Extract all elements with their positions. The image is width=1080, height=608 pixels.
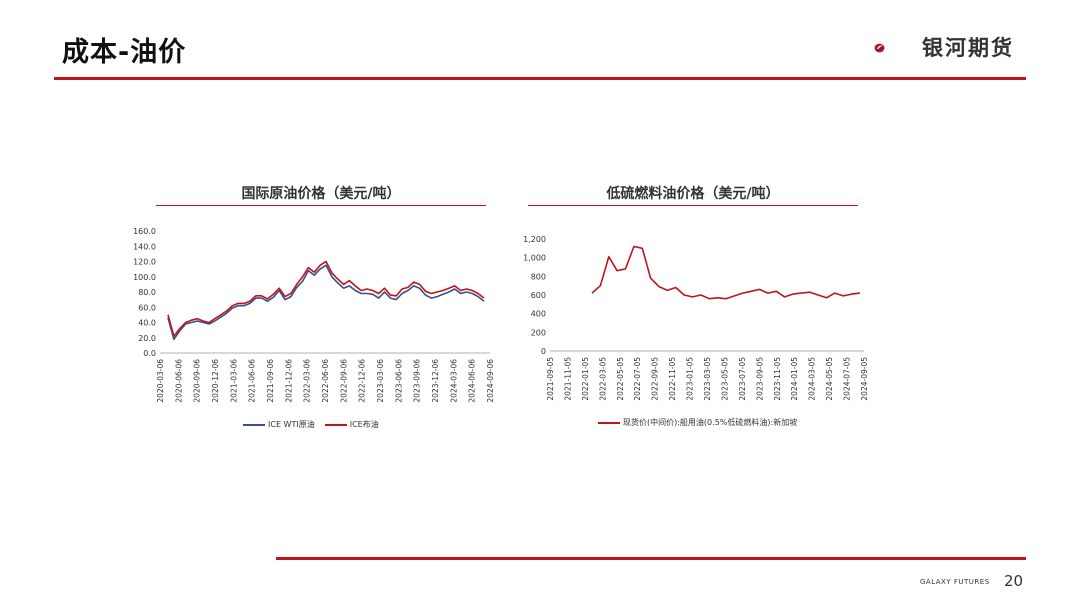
y-tick-label: 800: [531, 272, 546, 281]
x-tick-label: 2023-09-06: [413, 359, 422, 403]
footer-brand: GALAXY FUTURES: [920, 578, 990, 586]
x-tick-label: 2021-11-05: [563, 357, 572, 401]
legend-item-lsfo: 现货价(中间价):船用油(0.5%低硫燃料油):新加坡: [598, 417, 797, 428]
x-tick-label: 2024-06-06: [468, 359, 477, 403]
x-tick-label: 2023-03-06: [376, 359, 385, 403]
x-tick-label: 2021-06-06: [248, 359, 257, 403]
page-title: 成本-油价: [62, 37, 187, 68]
x-tick-label: 2022-07-05: [633, 357, 642, 401]
x-tick-label: 2021-09-05: [546, 357, 555, 401]
y-tick-label: 120.0: [133, 258, 156, 267]
legend-swatch-wti: [243, 423, 265, 426]
legend-swatch-brent: [324, 423, 347, 426]
legend-item-wti: ICE WTI原油: [243, 419, 315, 430]
x-tick-label: 2024-09-05: [860, 357, 869, 401]
series-line-1-0: [167, 264, 485, 341]
galaxy-logo-icon: [874, 43, 885, 53]
x-tick-label: 2023-11-05: [773, 357, 782, 401]
y-tick-label: 80.0: [138, 288, 156, 297]
chart-title-crude: 国际原油价格（美元/吨）: [241, 186, 401, 202]
x-tick-label: 2024-07-05: [843, 357, 852, 401]
y-tick-label: 160.0: [133, 227, 156, 236]
x-tick-label: 2024-03-06: [449, 359, 458, 403]
y-tick-label: 1,200: [523, 235, 546, 244]
x-tick-label: 2022-01-05: [581, 357, 590, 401]
x-tick-label: 2020-12-06: [211, 359, 220, 403]
y-tick-label: 600: [531, 291, 546, 300]
x-tick-label: 2022-09-05: [651, 357, 660, 401]
y-tick-label: 60.0: [138, 303, 156, 312]
crude-oil-chart: 160.0140.0120.0100.080.060.040.020.00.02…: [133, 227, 495, 403]
x-tick-label: 2020-06-06: [174, 359, 183, 403]
legend-item-brent: ICE布油: [324, 419, 379, 430]
footer-divider: [276, 557, 1026, 560]
logo-text: 银河期货: [922, 36, 1014, 60]
x-tick-label: 2022-05-05: [616, 357, 625, 401]
legend-swatch-lsfo: [598, 421, 620, 424]
x-tick-label: 2023-07-05: [738, 357, 747, 401]
y-tick-label: 400: [531, 310, 546, 319]
series-line-1-1: [167, 260, 485, 337]
series-line-2-0: [591, 245, 861, 300]
x-tick-label: 2021-09-06: [266, 359, 275, 403]
page-number: 20: [1004, 572, 1024, 590]
y-tick-label: 1,000: [523, 254, 546, 263]
x-tick-label: 2023-05-05: [720, 357, 729, 401]
x-tick-label: 2024-09-06: [486, 359, 495, 403]
y-tick-label: 100.0: [133, 273, 156, 282]
x-tick-label: 2023-12-06: [431, 359, 440, 403]
crude-oil-legend: ICE WTI原油 ICE布油: [243, 419, 389, 430]
chart-divider-crude: [156, 205, 486, 206]
y-tick-label: 0: [541, 347, 546, 356]
legend-label-wti: ICE WTI原油: [268, 420, 315, 429]
x-tick-label: 2022-03-06: [303, 359, 312, 403]
x-tick-label: 2021-12-06: [284, 359, 293, 403]
x-tick-label: 2023-06-06: [394, 359, 403, 403]
legend-label-lsfo: 现货价(中间价):船用油(0.5%低硫燃料油):新加坡: [623, 418, 798, 427]
chart-divider-lsfo: [528, 205, 858, 206]
x-tick-label: 2022-06-06: [321, 359, 330, 403]
y-tick-label: 0.0: [143, 349, 156, 358]
y-tick-label: 200: [531, 328, 546, 337]
x-tick-label: 2021-03-06: [229, 359, 238, 403]
y-tick-label: 20.0: [138, 334, 156, 343]
x-tick-label: 2023-03-05: [703, 357, 712, 401]
header-divider: [54, 77, 1026, 80]
x-tick-label: 2023-01-05: [686, 357, 695, 401]
chart-title-lsfo: 低硫燃料油价格（美元/吨）: [606, 186, 780, 202]
x-tick-label: 2020-09-06: [193, 359, 202, 403]
x-tick-label: 2022-03-05: [598, 357, 607, 401]
y-tick-label: 140.0: [133, 242, 156, 251]
x-tick-label: 2024-01-05: [790, 357, 799, 401]
x-tick-label: 2023-09-05: [755, 357, 764, 401]
x-tick-label: 2022-09-06: [339, 359, 348, 403]
x-tick-label: 2022-12-06: [358, 359, 367, 403]
x-tick-label: 2024-03-05: [808, 357, 817, 401]
lsfo-legend: 现货价(中间价):船用油(0.5%低硫燃料油):新加坡: [598, 417, 807, 428]
y-tick-label: 40.0: [138, 319, 156, 328]
legend-label-brent: ICE布油: [349, 420, 379, 429]
x-tick-label: 2022-11-05: [668, 357, 677, 401]
x-tick-label: 2024-05-05: [825, 357, 834, 401]
x-tick-label: 2020-03-06: [156, 359, 165, 403]
